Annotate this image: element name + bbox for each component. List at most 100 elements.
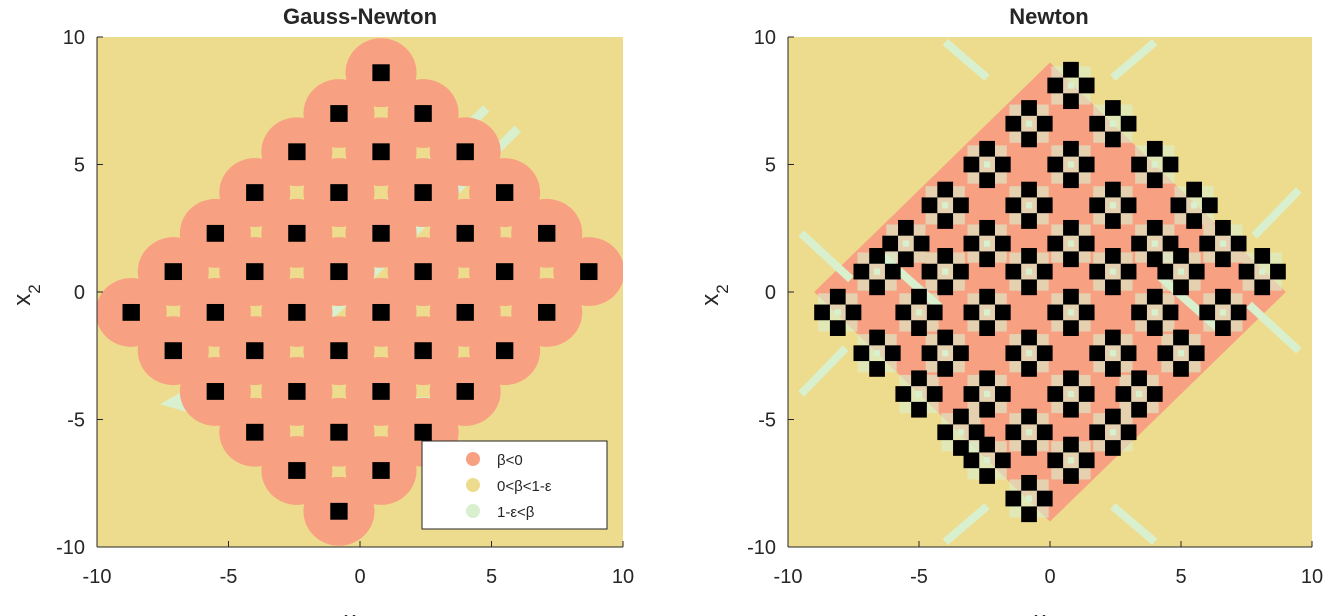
critical-point-cross xyxy=(963,370,1011,418)
critical-point-cross xyxy=(1047,288,1095,336)
critical-point-marker xyxy=(330,184,348,201)
cross-cell xyxy=(1173,361,1189,377)
critical-point-marker xyxy=(372,224,390,242)
critical-point-cross xyxy=(1005,474,1053,523)
critical-point-cross xyxy=(1157,329,1205,377)
cross-cell xyxy=(921,197,938,214)
legend-entry: β<0 xyxy=(466,452,523,469)
critical-point-cross xyxy=(1089,248,1137,296)
x-axis-label: x xyxy=(1034,607,1046,616)
legend-marker xyxy=(466,452,480,466)
critical-point-cross xyxy=(963,288,1011,336)
cross-cell xyxy=(953,408,969,425)
y-tick-label: -10 xyxy=(56,537,85,559)
cross-cell xyxy=(1201,197,1218,214)
cross-cell xyxy=(1105,181,1121,198)
cross-cell xyxy=(1120,263,1137,280)
critical-point-marker xyxy=(330,105,348,122)
cross-cell xyxy=(1005,424,1022,441)
cross-center xyxy=(983,161,991,168)
critical-point-marker xyxy=(246,342,264,360)
x-tick-label: 0 xyxy=(1044,566,1055,588)
cross-center xyxy=(1151,309,1158,316)
cross-cell xyxy=(994,156,1011,173)
cross-cell xyxy=(1186,213,1202,229)
legend-label: β<0 xyxy=(497,452,523,469)
cross-cell xyxy=(1063,251,1079,268)
cross-cell xyxy=(1146,219,1163,236)
critical-point-cross xyxy=(1005,181,1053,229)
cross-cell xyxy=(1036,115,1053,132)
critical-point-cross xyxy=(1089,100,1137,148)
critical-point-marker xyxy=(288,143,306,161)
cross-cell xyxy=(1230,304,1247,321)
cross-center xyxy=(1067,82,1075,89)
cross-cell xyxy=(1105,329,1121,346)
cross-cell xyxy=(1199,235,1216,252)
cross-cell xyxy=(1047,452,1064,469)
cross-center xyxy=(1177,268,1185,275)
cross-cell xyxy=(1131,401,1147,418)
cross-cell xyxy=(937,279,954,296)
critical-point-marker xyxy=(414,105,432,122)
cross-cell xyxy=(845,304,862,321)
critical-point-cross xyxy=(1170,181,1218,229)
critical-point-cross xyxy=(1047,140,1095,189)
cross-cell xyxy=(1021,181,1037,198)
cross-cell xyxy=(1063,370,1079,387)
cross-cell xyxy=(1105,408,1121,425)
critical-point-cross xyxy=(853,329,901,377)
y-tick-label: 5 xyxy=(74,155,85,177)
critical-point-cross xyxy=(963,436,1011,484)
cross-center xyxy=(983,309,991,316)
cross-cell xyxy=(1036,263,1053,280)
critical-point-cross xyxy=(963,219,1011,268)
high-step-stripes xyxy=(798,39,1302,545)
cross-cell xyxy=(953,263,969,280)
critical-point-cross xyxy=(921,248,969,296)
cross-center xyxy=(1067,390,1075,398)
gauss-newton-panel: Gauss-Newton -10 -5 0 5 10 10 5 0 -5 -10 x2 x β<0… xyxy=(9,4,634,616)
cross-cell xyxy=(1078,156,1095,173)
cross-cell xyxy=(1063,140,1079,157)
cross-center xyxy=(1219,309,1227,316)
critical-point-cross xyxy=(937,408,985,456)
cross-cell xyxy=(884,263,901,280)
critical-point-cross xyxy=(1047,436,1095,484)
cross-center xyxy=(1190,202,1198,209)
cross-cell xyxy=(1005,263,1022,280)
cross-cell xyxy=(979,436,995,453)
chart-title: Gauss-Newton xyxy=(283,4,437,29)
cross-cell xyxy=(1063,320,1079,336)
critical-point-cross xyxy=(1131,219,1179,268)
cross-center xyxy=(942,202,949,209)
cross-center xyxy=(1025,350,1033,357)
cross-cell xyxy=(1120,197,1137,214)
cross-cell xyxy=(1105,131,1121,148)
critical-point-marker xyxy=(456,143,474,161)
legend-label: 0<β<1-ε xyxy=(497,478,552,495)
cross-cell xyxy=(1188,263,1205,280)
cross-cell xyxy=(1047,156,1064,173)
cross-cell xyxy=(979,251,995,268)
cross-cell xyxy=(1021,329,1037,346)
critical-point-marker xyxy=(330,502,348,520)
critical-point-cross xyxy=(1047,370,1095,418)
cross-cell xyxy=(911,370,927,387)
y-tick-label: 5 xyxy=(765,155,776,177)
cross-cell xyxy=(937,361,954,377)
stripe xyxy=(1110,39,1158,81)
cross-cell xyxy=(979,370,995,387)
cross-center xyxy=(1109,202,1117,209)
cross-cell xyxy=(1063,401,1079,418)
cross-cell xyxy=(1146,140,1163,157)
critical-point-cross xyxy=(895,288,943,336)
critical-point-marker xyxy=(372,462,390,479)
cross-center xyxy=(1025,120,1033,127)
cross-cell xyxy=(1078,77,1095,94)
cross-cell xyxy=(1089,424,1106,441)
critical-point-cross xyxy=(1131,140,1179,189)
critical-point-marker xyxy=(330,423,348,441)
critical-point-marker xyxy=(330,263,348,281)
